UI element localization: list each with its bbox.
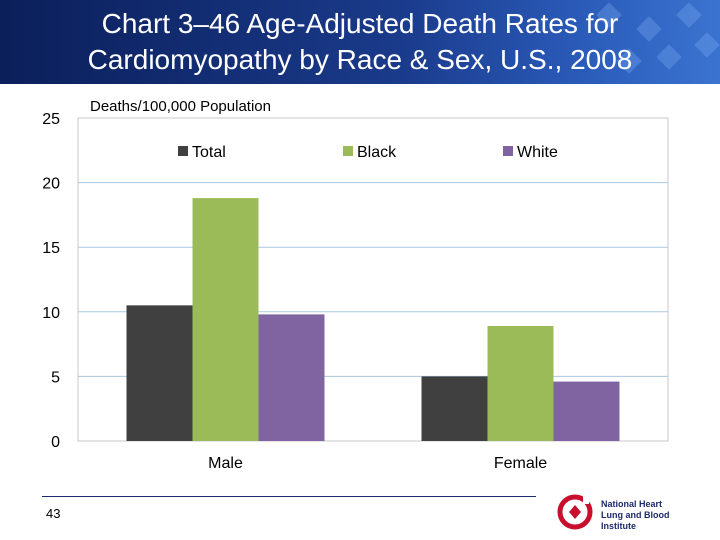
y-tick-labels: 0 5 10 15 20 25 — [42, 111, 60, 451]
title-line-1: Chart 3–46 Age-Adjusted Death Rates for — [101, 8, 619, 39]
y-tick-label: 10 — [42, 305, 60, 322]
bar-black-male — [192, 198, 259, 441]
bar-white-female — [553, 381, 620, 441]
x-tick-labels: Male Female — [208, 455, 547, 472]
logo-text: National Heart Lung and Blood Institute — [601, 499, 705, 532]
title-banner: Chart 3–46 Age-Adjusted Death Rates for … — [0, 0, 720, 84]
legend-label-white: White — [517, 144, 558, 161]
y-axis-label: Deaths/100,000 Population — [90, 98, 271, 115]
chart-title: Chart 3–46 Age-Adjusted Death Rates for … — [0, 6, 720, 78]
bar-white-male — [258, 314, 325, 441]
bars — [126, 198, 620, 441]
nhlbi-logo-mark — [557, 494, 593, 530]
legend-label-total: Total — [192, 144, 226, 161]
legend-swatch-black — [343, 146, 353, 156]
y-tick-label: 5 — [51, 369, 60, 386]
bar-black-female — [487, 326, 554, 441]
y-tick-label: 20 — [42, 176, 60, 193]
page-number: 43 — [46, 506, 61, 521]
legend-label-black: Black — [357, 144, 397, 161]
legend-swatch-total — [178, 146, 188, 156]
y-tick-label: 15 — [42, 240, 60, 257]
y-tick-label: 25 — [42, 111, 60, 128]
plot-area-border — [77, 117, 669, 442]
legend-swatch-white — [503, 146, 513, 156]
y-tick-label: 0 — [51, 434, 60, 451]
legend: Total Black White — [178, 144, 558, 161]
nhlbi-logo: National Heart Lung and Blood Institute — [555, 490, 705, 535]
logo-text-line-2: Lung and Blood Institute — [601, 510, 670, 531]
bar-total-female — [421, 376, 488, 441]
logo-text-line-1: National Heart — [601, 499, 663, 509]
x-tick-label: Female — [494, 455, 547, 472]
footer-divider — [42, 496, 536, 497]
bar-total-male — [126, 305, 193, 441]
x-tick-label: Male — [208, 455, 243, 472]
title-line-2: Cardiomyopathy by Race & Sex, U.S., 2008 — [87, 44, 633, 75]
